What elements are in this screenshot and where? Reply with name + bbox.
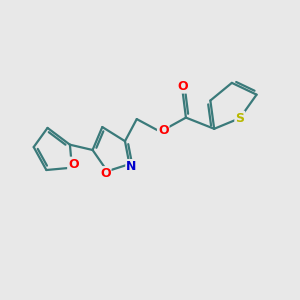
Text: O: O: [177, 80, 188, 93]
Text: N: N: [126, 160, 136, 173]
Text: O: O: [68, 158, 79, 171]
Text: O: O: [158, 124, 169, 137]
Text: O: O: [100, 167, 111, 180]
Text: S: S: [235, 112, 244, 125]
